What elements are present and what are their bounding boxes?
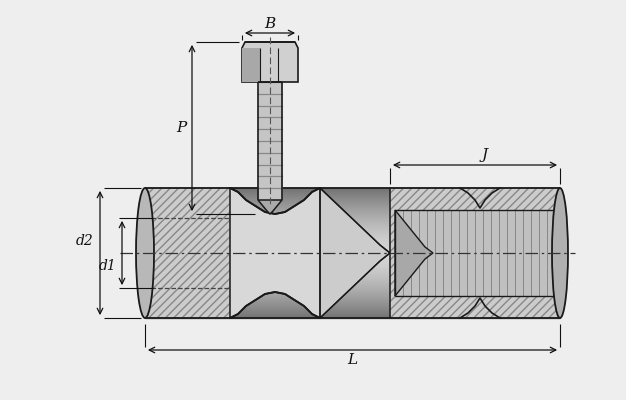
Text: P: P [176, 121, 186, 135]
Text: L: L [347, 353, 357, 367]
Bar [395, 210, 555, 296]
Text: d2: d2 [76, 234, 94, 248]
Polygon shape [320, 188, 390, 318]
Text: d1: d1 [99, 259, 117, 273]
Polygon shape [395, 210, 433, 296]
Polygon shape [390, 188, 560, 318]
Polygon shape [242, 42, 298, 82]
Text: B: B [264, 17, 275, 31]
Text: J: J [482, 148, 488, 162]
Polygon shape [230, 188, 320, 318]
Ellipse shape [552, 188, 568, 318]
Polygon shape [145, 188, 230, 318]
Polygon shape [242, 48, 260, 82]
Ellipse shape [136, 188, 154, 318]
Polygon shape [258, 200, 282, 214]
